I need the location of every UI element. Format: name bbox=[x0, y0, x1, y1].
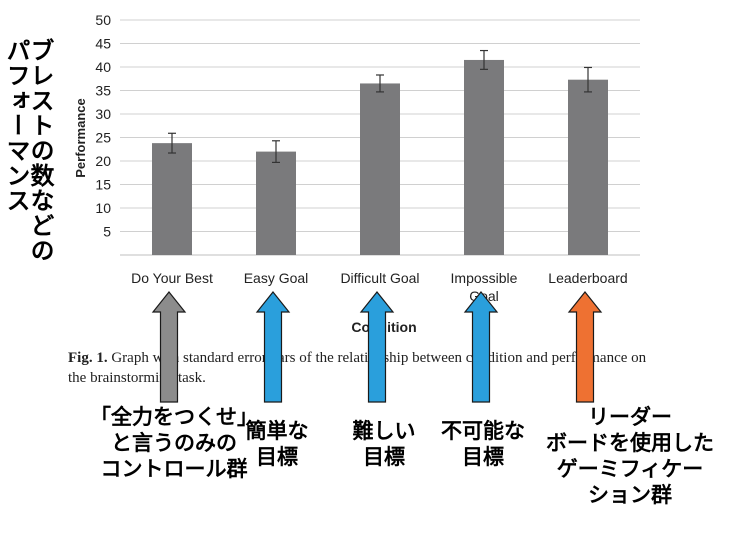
y-tick-label: 45 bbox=[95, 36, 111, 52]
y-tick-label: 25 bbox=[95, 130, 111, 146]
y-axis-title: Performance bbox=[73, 98, 88, 177]
bar bbox=[256, 151, 296, 255]
jp-label-line: 難しい bbox=[352, 419, 416, 443]
y-tick-label: 5 bbox=[103, 224, 111, 240]
x-tick-label: Leaderboard bbox=[548, 270, 627, 286]
y-tick-label: 30 bbox=[95, 106, 111, 122]
y-tick-label: 40 bbox=[95, 59, 111, 75]
arrow-up-icon bbox=[255, 291, 291, 403]
arrow-up-icon bbox=[151, 291, 187, 403]
y-tick-label: 35 bbox=[95, 83, 111, 99]
jp-label-line: 簡単な bbox=[245, 419, 309, 443]
bar bbox=[464, 59, 504, 256]
jp-label-line: 不可能な bbox=[441, 419, 525, 443]
jp-label-line: 目標 bbox=[256, 445, 298, 469]
jp-label-line: ゲーミフィケー bbox=[556, 457, 704, 481]
bar bbox=[360, 83, 400, 255]
jp-label-difficult-goal: 難しい 目標 bbox=[334, 418, 434, 470]
y-tick-label: 10 bbox=[95, 200, 111, 216]
jp-label-line: 目標 bbox=[462, 445, 504, 469]
bar bbox=[568, 79, 608, 255]
jp-label-line: 「全力をつくせ」 bbox=[90, 405, 258, 429]
arrow-up-icon bbox=[567, 291, 603, 403]
jp-label-line: と言うのみの bbox=[111, 431, 237, 455]
jp-label-impossible-goal: 不可能な 目標 bbox=[428, 418, 538, 470]
y-tick-label: 50 bbox=[95, 12, 111, 28]
jp-label-line: 目標 bbox=[363, 445, 405, 469]
caption-label: Fig. 1. bbox=[68, 350, 108, 366]
ylabel-jp-line2: パフォーマンス bbox=[2, 38, 30, 213]
jp-label-do-your-best: 「全力をつくせ」 と言うのみの コントロール群 bbox=[74, 404, 274, 482]
bar bbox=[152, 143, 192, 255]
x-tick-label: Impossible bbox=[451, 270, 518, 286]
jp-label-leaderboard: リーダー ボードを使用した ゲーミフィケー ション群 bbox=[530, 404, 730, 508]
x-tick-label: Easy Goal bbox=[244, 270, 309, 286]
arrow-up-icon bbox=[359, 291, 395, 403]
jp-label-line: コントロール群 bbox=[100, 457, 248, 481]
y-tick-label: 15 bbox=[95, 177, 111, 193]
jp-label-easy-goal: 簡単な 目標 bbox=[232, 418, 322, 470]
arrow-up-icon bbox=[463, 291, 499, 403]
jp-label-line: リーダー bbox=[588, 405, 672, 429]
jp-label-line: ボードを使用した bbox=[546, 431, 714, 455]
x-tick-label: Difficult Goal bbox=[340, 270, 419, 286]
x-tick-label: Do Your Best bbox=[131, 270, 213, 286]
y-tick-label: 20 bbox=[95, 153, 111, 169]
ylabel-jp-line1: ブレストの数などの bbox=[26, 38, 54, 263]
jp-label-line: ション群 bbox=[588, 483, 672, 507]
